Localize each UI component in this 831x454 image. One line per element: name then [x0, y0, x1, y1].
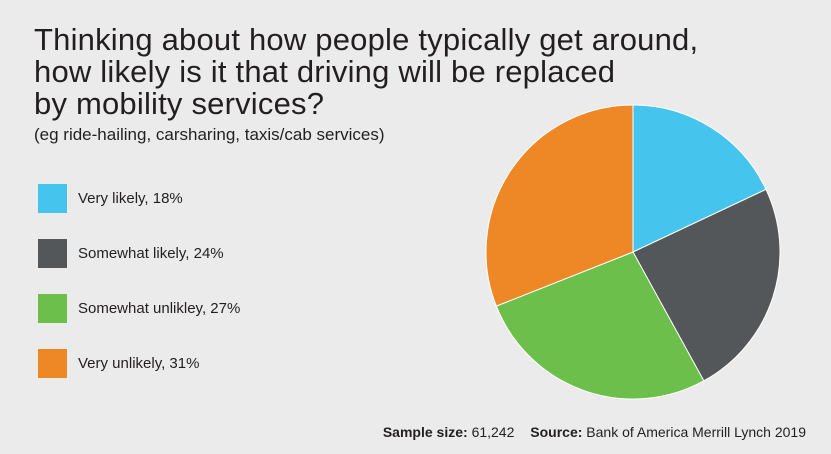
source-value: Bank of America Merrill Lynch 2019 — [586, 424, 806, 440]
legend-item-somewhat-likely: Somewhat likely, 24% — [38, 238, 240, 268]
legend-swatch-very-unlikely — [38, 348, 67, 378]
legend-swatch-very-likely — [38, 183, 67, 213]
sample-size-label: Sample size: — [382, 424, 468, 440]
pie-chart — [485, 104, 781, 400]
pie-slice-very-unlikely — [485, 104, 634, 307]
legend-item-very-unlikely: Very unlikely, 31% — [38, 348, 240, 378]
pie-slice-somewhat-likely — [632, 188, 781, 382]
footer: Sample size: 61,242 Source: Bank of Amer… — [383, 424, 806, 440]
legend-label-very-likely: Very likely, 18% — [78, 189, 183, 207]
legend-swatch-somewhat-likely — [38, 238, 67, 268]
legend-label-very-unlikely: Very unlikely, 31% — [78, 354, 200, 372]
legend-label-somewhat-likely: Somewhat likely, 24% — [78, 244, 224, 262]
legend-item-somewhat-unlikely: Somewhat unlikley, 27% — [38, 293, 240, 323]
chart-title: Thinking about how people typically get … — [34, 24, 794, 120]
title-line-3: by mobility services? — [34, 86, 325, 121]
pie-slice-somewhat-unlikely — [495, 251, 705, 400]
pie-slice-very-likely — [632, 104, 767, 253]
legend-swatch-somewhat-unlikely — [38, 293, 67, 323]
title-line-1: Thinking about how people typically get … — [34, 22, 699, 57]
legend-item-very-likely: Very likely, 18% — [38, 183, 240, 213]
legend-label-somewhat-unlikely: Somewhat unlikley, 27% — [78, 299, 241, 317]
source-label: Source: — [530, 424, 583, 440]
legend: Very likely, 18% Somewhat likely, 24% So… — [38, 183, 240, 403]
title-line-2: how likely is it that driving will be re… — [34, 54, 616, 89]
chart-subtitle: (eg ride-hailing, carsharing, taxis/cab … — [34, 125, 385, 144]
sample-size-value: 61,242 — [471, 424, 515, 440]
